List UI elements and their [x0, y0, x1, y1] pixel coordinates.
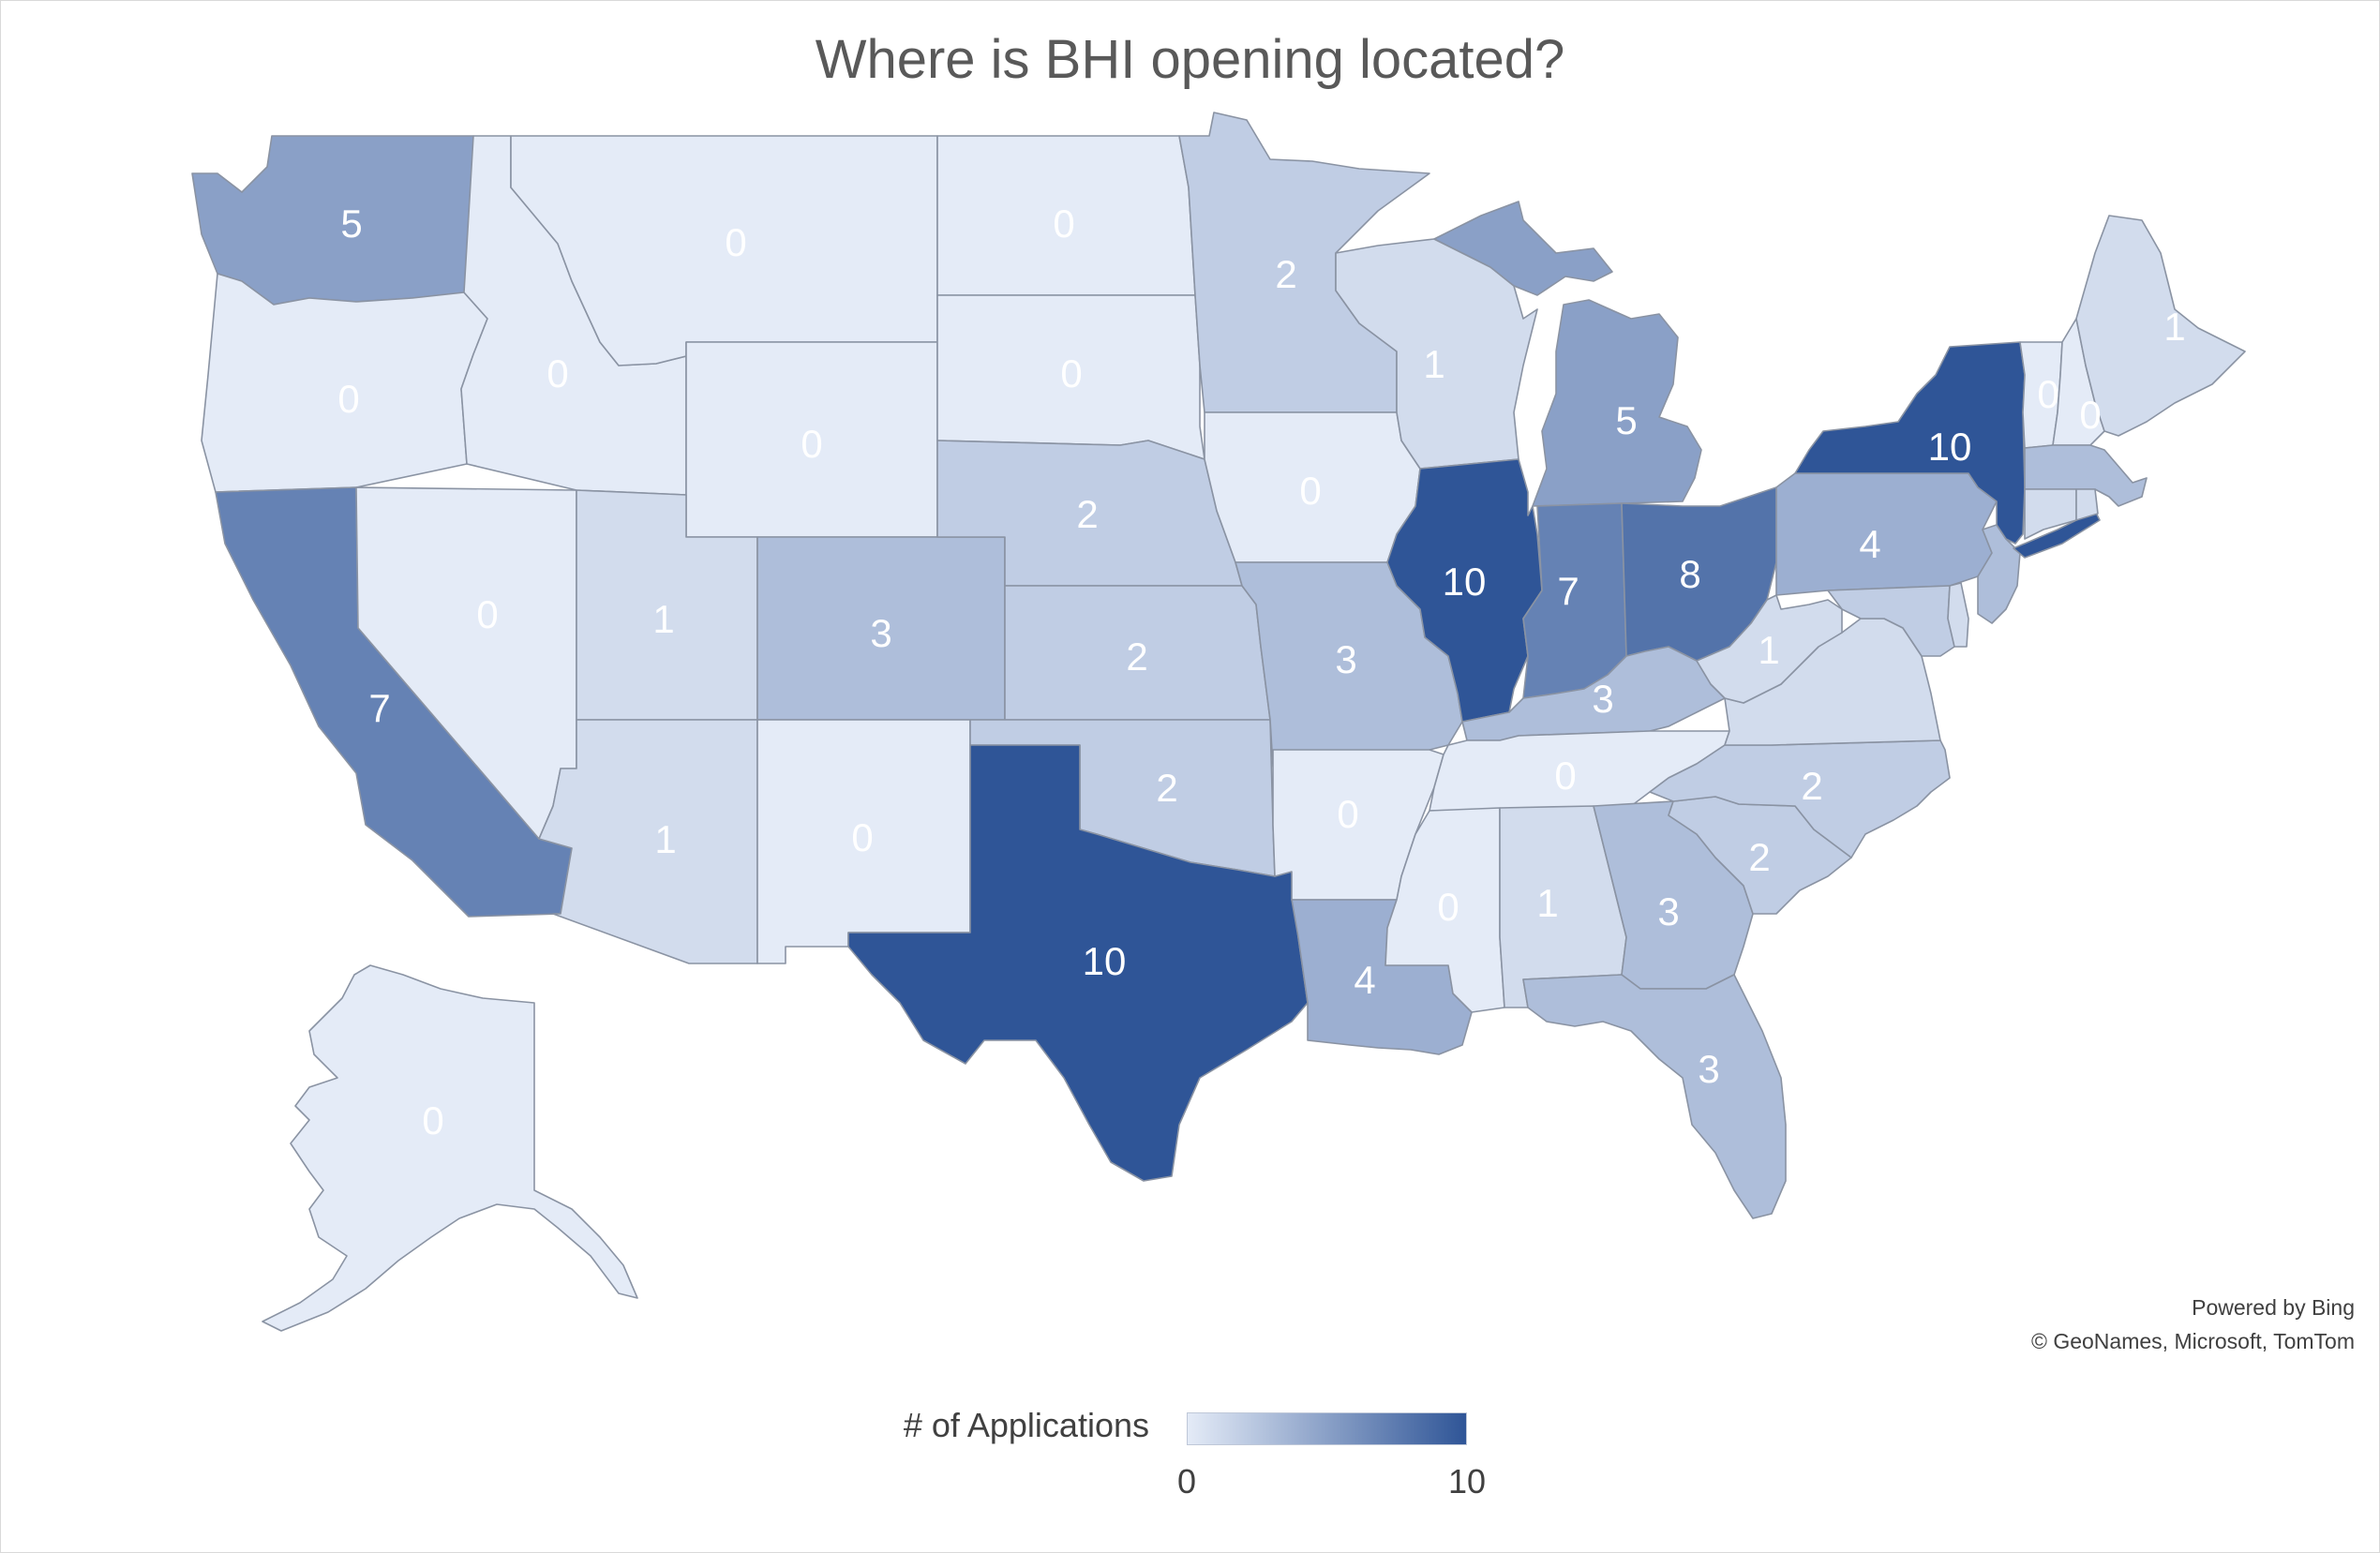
state-longisland[interactable]: [2013, 510, 2101, 559]
value-label-montana: 0: [725, 220, 746, 264]
state-delaware[interactable]: [1947, 582, 1969, 648]
value-label-alabama: 1: [1536, 881, 1558, 925]
value-label-wyoming: 0: [801, 422, 822, 466]
credit-attribution: © GeoNames, Microsoft, TomTom: [2031, 1329, 2355, 1353]
state-michigan-up[interactable]: [1433, 201, 1613, 296]
state-alaska[interactable]: [262, 964, 638, 1332]
state-connecticut[interactable]: [2024, 488, 2077, 540]
value-label-nebraska: 2: [1076, 492, 1098, 536]
value-label-michigan: 5: [1615, 398, 1637, 442]
value-label-minnesota: 2: [1275, 252, 1296, 296]
legend-min-label: 0: [1177, 1462, 1197, 1501]
value-label-south-dakota: 0: [1060, 351, 1082, 396]
value-label-pennsylvania: 4: [1859, 522, 1880, 566]
value-label-tennessee: 0: [1554, 754, 1576, 798]
value-label-iowa: 0: [1299, 469, 1321, 513]
value-label-ohio: 8: [1679, 552, 1700, 596]
value-label-new-york: 10: [1928, 425, 1972, 469]
value-label-missouri: 3: [1335, 637, 1356, 681]
value-label-arizona: 1: [654, 817, 676, 861]
state-texas[interactable]: [847, 744, 1309, 1182]
value-label-california: 7: [368, 686, 390, 730]
value-label-texas: 10: [1083, 939, 1127, 983]
value-label-florida: 3: [1698, 1047, 1719, 1091]
value-label-mississippi: 0: [1437, 885, 1459, 929]
value-label-maine: 1: [2163, 305, 2185, 349]
map-title: Where is BHI opening located?: [815, 29, 1565, 90]
value-label-north-dakota: 0: [1053, 202, 1074, 246]
value-label-south-carolina: 2: [1748, 835, 1770, 879]
value-label-kansas: 2: [1126, 635, 1147, 679]
value-label-illinois: 10: [1443, 560, 1487, 604]
value-label-colorado: 3: [870, 611, 891, 655]
value-label-wisconsin: 1: [1423, 342, 1444, 386]
value-label-utah: 1: [652, 597, 674, 641]
value-label-nevada: 0: [476, 592, 498, 636]
value-label-new-hampshire: 0: [2079, 393, 2101, 437]
value-label-louisiana: 4: [1354, 958, 1375, 1002]
value-label-arkansas: 0: [1337, 792, 1358, 836]
credit-powered-by: Powered by Bing: [2192, 1295, 2355, 1320]
state-florida[interactable]: [1522, 974, 1787, 1219]
value-label-alaska: 0: [422, 1098, 443, 1142]
value-label-north-carolina: 2: [1801, 764, 1822, 808]
legend-title: # of Applications: [903, 1406, 1149, 1444]
state-michigan-lp[interactable]: [1532, 299, 1702, 507]
value-label-idaho: 0: [546, 351, 568, 396]
value-label-kentucky: 3: [1592, 677, 1613, 721]
legend-max-label: 10: [1448, 1462, 1487, 1501]
state-pennsylvania[interactable]: [1775, 472, 1998, 596]
legend-color-scale: [1187, 1412, 1467, 1445]
value-label-new-mexico: 0: [851, 815, 873, 859]
value-label-indiana: 7: [1557, 569, 1579, 613]
value-label-georgia: 3: [1657, 889, 1679, 933]
state-maine[interactable]: [2075, 215, 2246, 437]
value-label-oregon: 0: [337, 377, 359, 421]
value-label-washington: 5: [340, 202, 362, 246]
value-label-vermont: 0: [2037, 372, 2058, 416]
state-rhodeisland[interactable]: [2075, 488, 2099, 521]
value-label-oklahoma: 2: [1156, 766, 1177, 810]
value-label-west-virginia: 1: [1758, 628, 1779, 672]
